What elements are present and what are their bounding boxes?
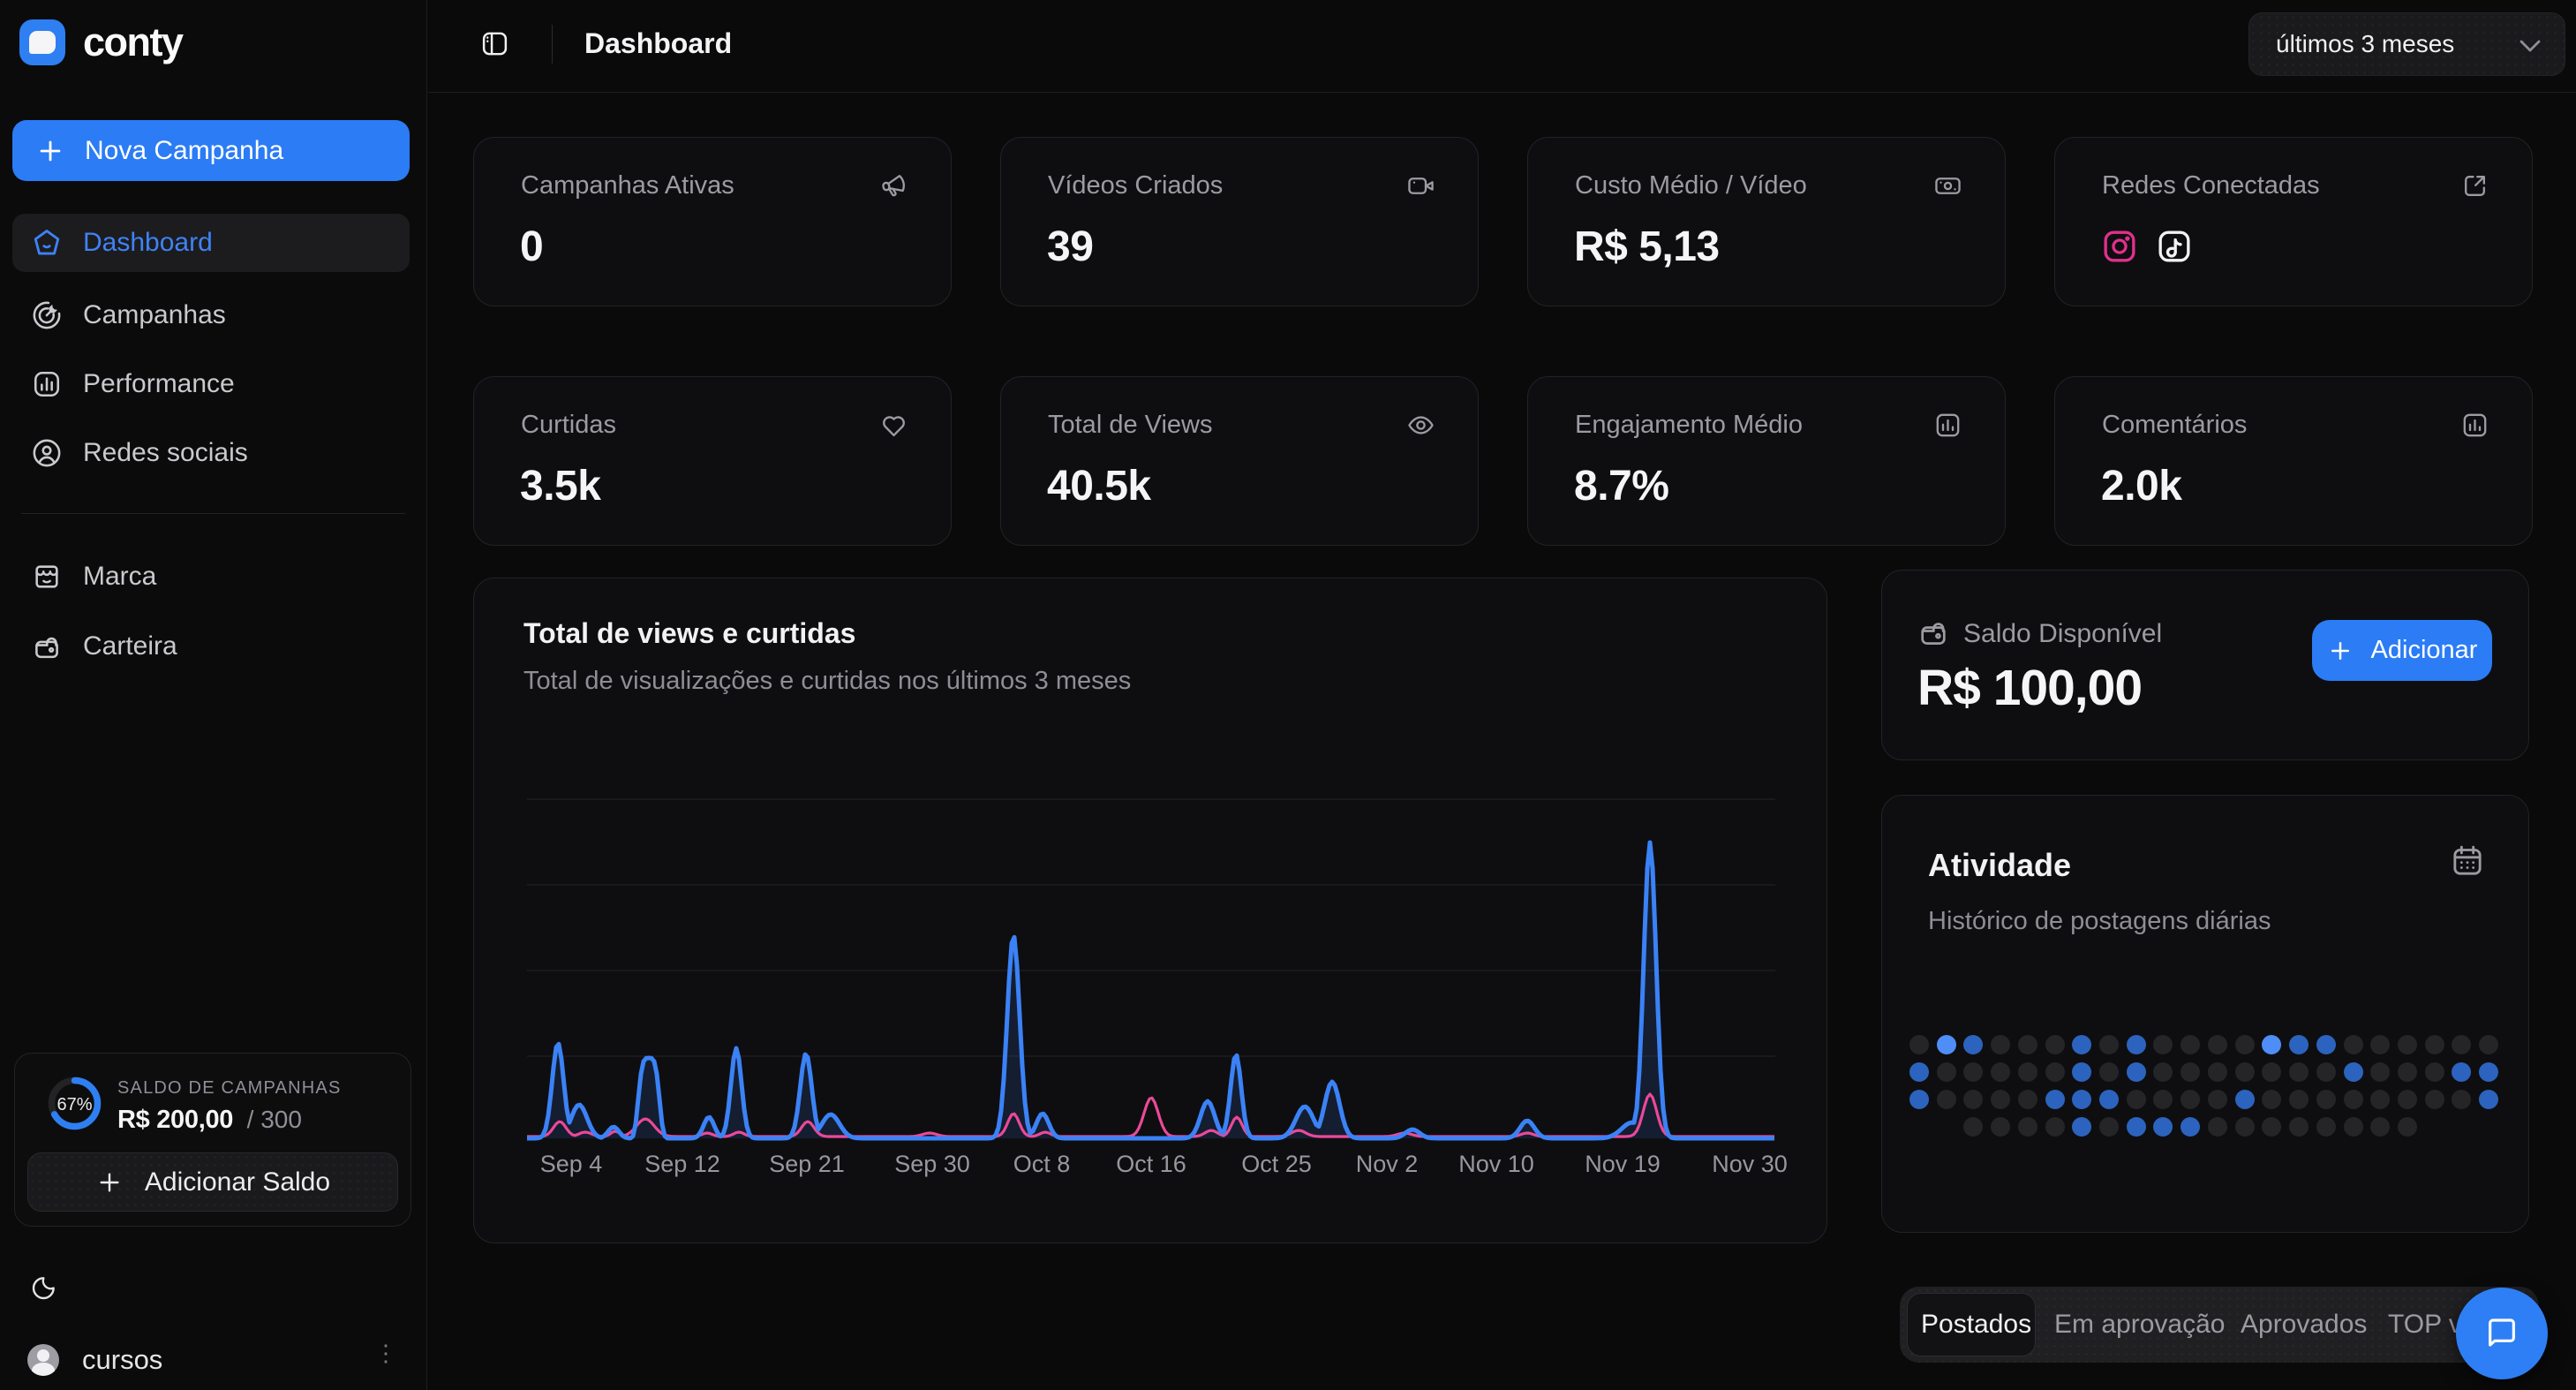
svg-text:67%: 67% [56, 1095, 92, 1114]
